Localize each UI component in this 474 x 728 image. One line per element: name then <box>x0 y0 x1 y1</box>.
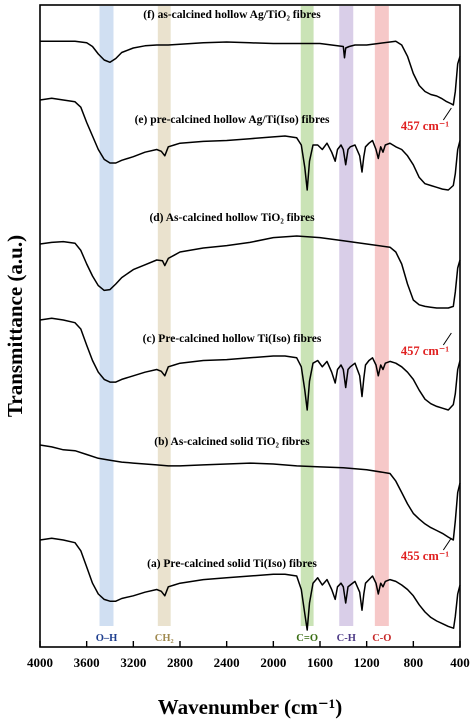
x-axis-ticks: 4000 3600 3200 2800 2400 2000 1600 1200 800 400 <box>27 641 470 670</box>
curve-label: (e) pre-calcined hollow Ag/Ti(Iso) fibre… <box>135 114 330 126</box>
spectrum-line-2 <box>39 235 461 309</box>
spectrum-line-3 <box>39 317 461 411</box>
x-tick-label: 3200 <box>120 655 146 670</box>
curve-label: (c) Pre-calcined hollow Ti(Iso) fibres <box>143 333 322 345</box>
curve-label: (d) As-calcined hollow TiO₂ fibres <box>149 212 315 224</box>
peak-annotation: 457 cm⁻¹ <box>401 344 449 358</box>
spectrum-line-4 <box>39 444 461 541</box>
band-label: C=O <box>296 633 318 644</box>
y-axis-title: Transmittance (a.u.) <box>3 235 27 417</box>
peak-annotation: 457 cm⁻¹ <box>401 119 449 133</box>
x-tick-label: 4000 <box>27 655 53 670</box>
annotation-leader <box>442 537 452 551</box>
band-0 <box>99 6 114 626</box>
band-1 <box>157 6 171 626</box>
band-3 <box>339 6 354 626</box>
x-tick-label: 800 <box>404 655 424 670</box>
annotation-leader <box>442 107 452 121</box>
band-highlights <box>99 6 389 626</box>
x-tick-label: 3600 <box>74 655 100 670</box>
x-tick-label: 2800 <box>167 655 193 670</box>
band-label: O–H <box>96 633 118 644</box>
x-tick-label: 2400 <box>214 655 240 670</box>
peak-annotation: 455 cm⁻¹ <box>401 549 449 563</box>
band-4 <box>374 6 389 626</box>
curve-label: (b) As-calcined solid TiO₂ fibres <box>154 436 310 448</box>
annotation-leader <box>442 332 452 346</box>
band-label: C-O <box>372 633 391 644</box>
band-label: C-H <box>337 633 356 644</box>
curve-label: (a) Pre-calcined solid Ti(Iso) fibres <box>147 558 317 570</box>
x-tick-label: 1200 <box>354 655 380 670</box>
spectrum-line-5 <box>39 537 461 631</box>
curve-label: (f) as-calcined hollow Ag/TiO₂ fibres <box>143 9 321 21</box>
band-label: CH₂ <box>155 633 174 644</box>
x-tick-label: 400 <box>450 655 470 670</box>
spectra-curves <box>39 40 461 631</box>
x-tick-label: 2000 <box>260 655 286 670</box>
plot-frame <box>39 4 461 648</box>
x-tick-label: 1600 <box>307 655 333 670</box>
spectrum-line-0 <box>40 40 461 106</box>
band-2 <box>300 6 314 626</box>
spectrum-line-1 <box>39 97 461 191</box>
chart-labels: (f) as-calcined hollow Ag/TiO₂ fibres (e)… <box>3 9 452 719</box>
x-axis-title: Wavenumber (cm⁻¹) <box>158 695 342 719</box>
